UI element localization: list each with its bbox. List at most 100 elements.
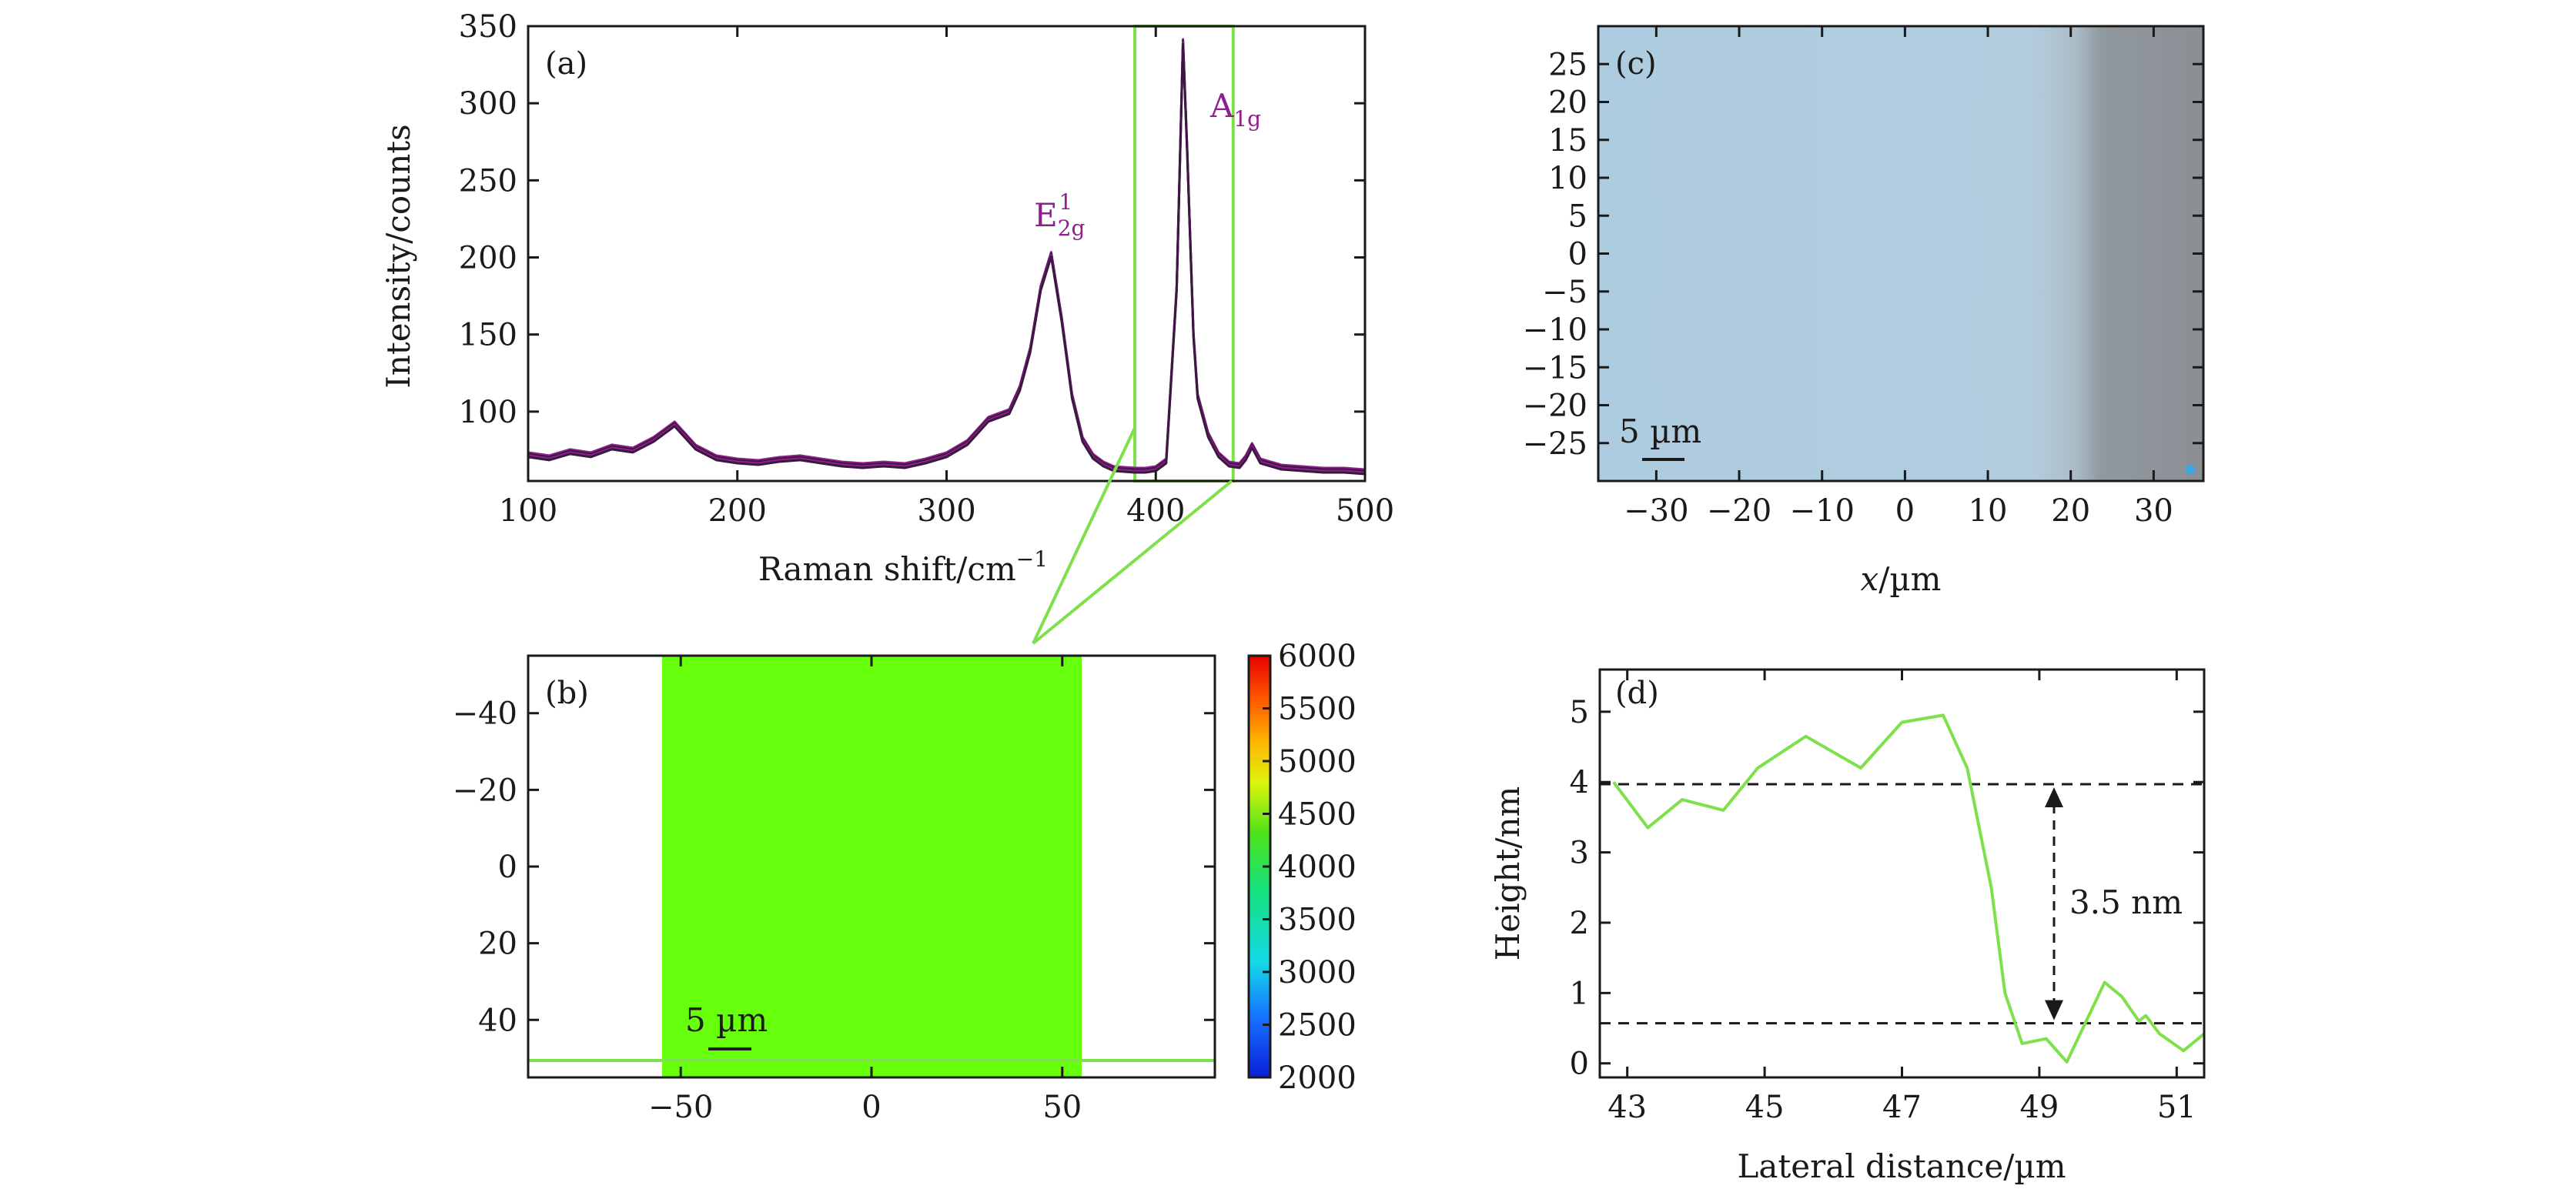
d-y-tick-label: 5 bbox=[1570, 695, 1589, 730]
c-y-tick-label: −10 bbox=[1523, 312, 1587, 348]
c-y-tick-label: 5 bbox=[1568, 199, 1587, 234]
c-x-axis-label: x/µm bbox=[1861, 560, 1942, 598]
a-y-tick-label: 300 bbox=[459, 86, 517, 122]
c-y-tick-label: −15 bbox=[1523, 350, 1587, 386]
a-y-tick-label: 200 bbox=[459, 241, 517, 276]
a-x-tick-label: 400 bbox=[1126, 493, 1185, 529]
b-y-tick-label: 40 bbox=[478, 1003, 517, 1038]
c-x-ticks: −30 −20 −10 0 10 20 30 bbox=[1624, 26, 2173, 529]
panel-a-raman-spectrum: 100 200 300 400 500 100 150 200 250 300 350 (a) R… bbox=[380, 9, 1394, 588]
c-micrograph-sheen bbox=[1598, 26, 2203, 481]
a-x-tick-label: 200 bbox=[708, 493, 767, 529]
b-y-tick-label: 20 bbox=[478, 927, 517, 962]
panel-c-optical-image: −30 −20 −10 0 10 20 30 −25−20−15−10−5051015202… bbox=[1523, 25, 2205, 598]
zoom-connector-right bbox=[1032, 479, 1233, 645]
b-y-tick-label: −20 bbox=[453, 773, 517, 808]
b-x-ticks: −50 0 50 bbox=[648, 656, 1082, 1125]
b-x-tick-label: 0 bbox=[861, 1090, 881, 1125]
b-colorbar-ticks: 2000 2500 3000 3500 4000 4500 5000 5500 6000 bbox=[1263, 639, 1357, 1096]
d-y-tick-label: 0 bbox=[1570, 1047, 1589, 1082]
a-peak-annotations: E2g1 A1g bbox=[1034, 87, 1261, 241]
b-colorbar-tick-label: 2500 bbox=[1278, 1008, 1357, 1044]
a-x-axis-label: Raman shift/cm−1 bbox=[758, 546, 1048, 588]
a-y-tick-label: 100 bbox=[459, 395, 517, 430]
c-y-tick-label: 10 bbox=[1548, 161, 1587, 196]
d-arrow-head-down bbox=[2045, 1000, 2063, 1020]
b-colorbar-tick-label: 2000 bbox=[1278, 1060, 1357, 1096]
b-y-ticks: −40 −20 0 20 40 bbox=[453, 696, 1215, 1038]
b-colorbar-tick-label: 5500 bbox=[1278, 692, 1357, 727]
c-x-tick-label: −10 bbox=[1790, 493, 1855, 529]
a-spectrum-line bbox=[528, 39, 1365, 473]
b-y-tick-label: 0 bbox=[498, 850, 517, 885]
d-x-tick-label: 47 bbox=[1882, 1090, 1922, 1125]
d-x-axis-label: Lateral distance/µm bbox=[1737, 1147, 2066, 1185]
panel-b-raman-map: −50 0 50 −40 −20 0 20 40 (b) 5 µm 2000 2500 3000… bbox=[453, 639, 1357, 1125]
d-y-tick-label: 4 bbox=[1570, 765, 1589, 800]
d-y-axis-label: Height/nm bbox=[1489, 787, 1527, 961]
a-spectrum-line bbox=[528, 38, 1365, 471]
b-y-tick-label: −40 bbox=[453, 696, 517, 732]
b-scalebar-label: 5 µm bbox=[685, 1001, 768, 1039]
a-x-tick-label: 100 bbox=[499, 493, 557, 529]
a-y-ticks: 100 150 200 250 300 350 bbox=[459, 9, 1365, 430]
b-map-region bbox=[662, 656, 1082, 1077]
d-height-annotation: 3.5 nm bbox=[2069, 883, 2183, 921]
a-x-tick-label: 500 bbox=[1336, 493, 1394, 529]
c-micrograph bbox=[1598, 26, 2203, 481]
b-x-tick-label: −50 bbox=[648, 1090, 713, 1125]
zoom-connector-left bbox=[1032, 427, 1136, 644]
a-y-tick-label: 150 bbox=[459, 318, 517, 353]
d-height-arrow bbox=[2045, 787, 2063, 1020]
a-plot-frame bbox=[527, 25, 1367, 483]
a-y-tick-label: 250 bbox=[459, 163, 517, 199]
d-panel-label: (d) bbox=[1615, 676, 1659, 711]
d-reference-lines bbox=[1600, 783, 2204, 1025]
c-y-tick-label: −20 bbox=[1523, 389, 1587, 424]
d-x-ticks: 43 45 47 49 51 bbox=[1607, 670, 2196, 1125]
b-colorbar-tick-label: 4000 bbox=[1278, 850, 1357, 885]
a-x-ticks: 100 200 300 400 500 bbox=[499, 26, 1394, 529]
c-x-tick-label: 20 bbox=[2051, 493, 2090, 529]
c-y-tick-label: −25 bbox=[1523, 426, 1587, 462]
d-x-tick-label: 49 bbox=[2019, 1090, 2059, 1125]
d-y-tick-label: 2 bbox=[1570, 906, 1589, 941]
d-x-tick-label: 51 bbox=[2157, 1090, 2196, 1125]
d-series-line-group bbox=[1612, 713, 2204, 1064]
b-colorbar-tick-label: 4500 bbox=[1278, 797, 1357, 833]
c-y-tick-label: 15 bbox=[1548, 123, 1587, 159]
d-y-tick-label: 3 bbox=[1570, 836, 1589, 871]
c-x-tick-label: 10 bbox=[1969, 493, 2008, 529]
a-y-tick-label: 350 bbox=[459, 9, 517, 45]
d-x-tick-label: 45 bbox=[1745, 1090, 1785, 1125]
a-peak-e2g-label: E2g1 bbox=[1034, 189, 1085, 241]
a-x-tick-label: 300 bbox=[917, 493, 975, 529]
b-panel-label: (b) bbox=[545, 676, 589, 711]
a-series-line-group bbox=[528, 38, 1365, 476]
b-colorbar-tick-label: 6000 bbox=[1278, 639, 1357, 674]
c-panel-label: (c) bbox=[1615, 46, 1657, 82]
a-y-axis-label: Intensity/counts bbox=[380, 124, 417, 389]
c-scalebar-label: 5 µm bbox=[1619, 412, 1701, 450]
b-colorbar-tick-label: 3000 bbox=[1278, 955, 1357, 990]
a-panel-label: (a) bbox=[545, 46, 587, 82]
d-plot-frame bbox=[1598, 668, 2206, 1079]
a-peak-a1g-label: A1g bbox=[1209, 87, 1261, 132]
b-colorbar-tick-label: 5000 bbox=[1278, 744, 1357, 780]
b-colorbar-tick-label: 3500 bbox=[1278, 903, 1357, 938]
c-x-tick-label: −30 bbox=[1624, 493, 1688, 529]
c-y-tick-label: 20 bbox=[1548, 85, 1587, 121]
c-x-tick-label: −20 bbox=[1707, 493, 1771, 529]
c-y-tick-label: 0 bbox=[1568, 237, 1587, 272]
c-y-tick-label: 25 bbox=[1548, 47, 1587, 82]
d-y-ticks: 0 1 2 3 4 5 bbox=[1570, 695, 2204, 1082]
d-arrow-head-up bbox=[2045, 787, 2063, 807]
d-profile-line bbox=[1612, 713, 2204, 1064]
a-spectrum-line bbox=[528, 42, 1365, 476]
c-x-tick-label: 30 bbox=[2134, 493, 2173, 529]
c-x-tick-label: 0 bbox=[1895, 493, 1915, 529]
d-y-tick-label: 1 bbox=[1570, 976, 1589, 1011]
